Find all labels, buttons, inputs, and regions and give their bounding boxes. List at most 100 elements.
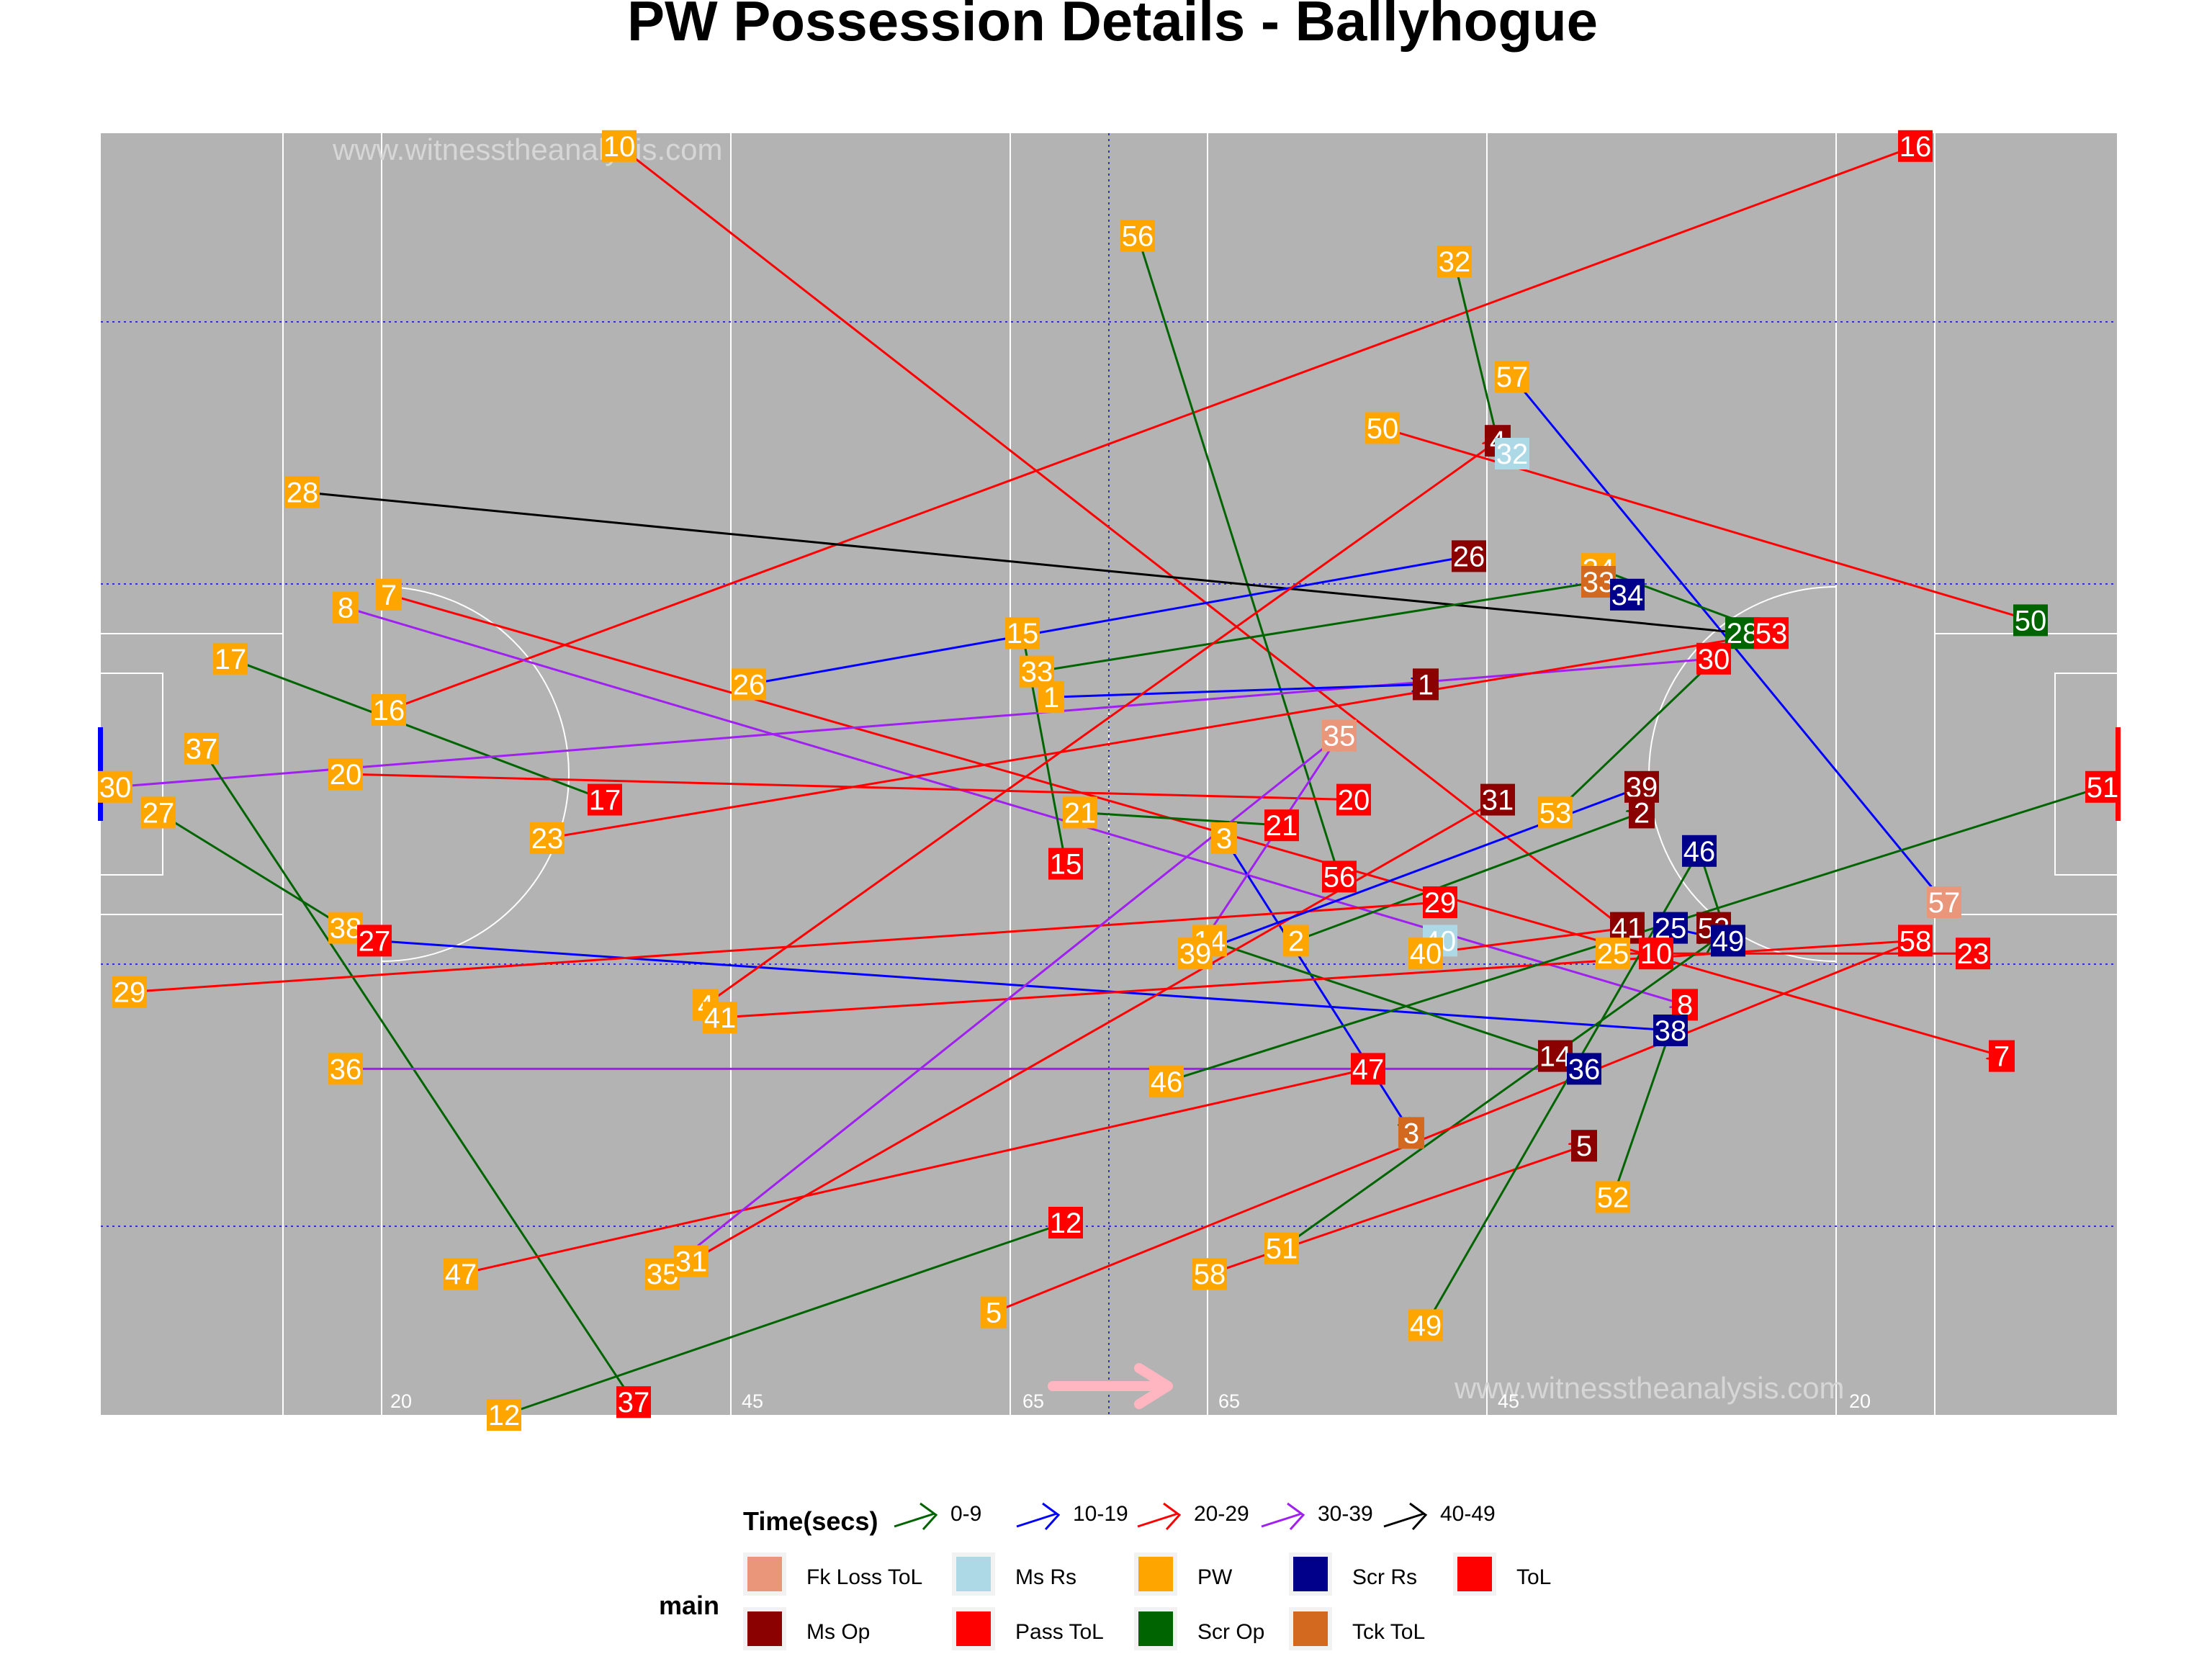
event-label: 51	[1264, 1232, 1299, 1265]
pass-arrow-8	[1036, 582, 1599, 673]
event-label-box	[1437, 246, 1472, 277]
legend-time-items: 0-9 10-19 20-29 30-39 40-49	[894, 1502, 1496, 1531]
event-label: 3	[1211, 822, 1237, 855]
legend-swatch	[1293, 1557, 1328, 1591]
event-label-text: 3	[1216, 823, 1232, 855]
legend-time-label: 30-39	[1318, 1502, 1373, 1526]
event-label-box	[2013, 604, 2048, 637]
event-label-text: 39	[1179, 938, 1212, 970]
legend-arrow-icon	[1383, 1512, 1425, 1528]
event-label-text: 12	[488, 1400, 521, 1431]
event-label-text: 17	[589, 785, 621, 817]
event-label: 56	[1322, 860, 1357, 893]
event-label-text: 8	[1677, 989, 1693, 1021]
event-label: 36	[328, 1053, 363, 1085]
pass-arrow-22	[1209, 939, 1555, 1056]
event-label-box	[1264, 1232, 1299, 1264]
event-label-box	[372, 694, 406, 726]
event-label-text: 21	[1266, 810, 1298, 842]
event-label: 26	[732, 668, 766, 701]
event-label: 21	[1063, 796, 1097, 829]
legend-swatch	[1138, 1611, 1173, 1646]
event-label: 58	[1898, 925, 1933, 957]
event-label-text: 58	[1899, 925, 1932, 957]
event-label-box	[328, 1053, 363, 1085]
event-label: 7	[376, 578, 402, 611]
pass-arrow-33	[691, 800, 1498, 1262]
event-label: 36	[1567, 1053, 1601, 1085]
event-label-box	[2085, 770, 2120, 803]
event-label: 57	[1495, 361, 1529, 393]
pass-arrow-21	[374, 939, 1671, 1030]
event-label-text: 37	[186, 733, 218, 765]
legend-main-items: Fk Loss ToL Ms Op Ms Rs Pass ToL PW Scr Op Scr…	[743, 1552, 1551, 1650]
event-label: 1	[1413, 668, 1439, 701]
event-label-text: 53	[1539, 797, 1572, 829]
event-label-box	[285, 476, 320, 508]
event-label-text: 57	[1928, 887, 1961, 919]
event-label-text: 30	[1698, 644, 1730, 675]
legend-arrowhead-icon	[1409, 1502, 1428, 1531]
event-label-text: 36	[330, 1053, 362, 1085]
pass-arrow-0	[619, 145, 1656, 953]
event-label: 20	[1336, 783, 1371, 817]
legend-main-item: Scr Rs	[1289, 1552, 1417, 1596]
event-label-box	[1192, 1258, 1227, 1290]
event-label-box	[1538, 796, 1573, 829]
event-label: 2	[1629, 796, 1655, 829]
event-label-box	[602, 130, 637, 162]
event-label-text: 38	[330, 913, 362, 945]
pass-arrow-5	[1382, 426, 2031, 620]
pass-arrow-38	[503, 1223, 1066, 1416]
event-label: 16	[1898, 130, 1933, 163]
event-label-box	[184, 732, 219, 765]
pass-arrow-3	[1453, 261, 1498, 441]
chart-title: PW Possession Details - Ballyhogue	[627, 0, 1598, 53]
event-label-text: 31	[675, 1246, 708, 1277]
event-label-box	[1653, 1015, 1688, 1046]
event-label-box	[1408, 1309, 1443, 1341]
event-label: 2	[1283, 925, 1309, 957]
event-label: 51	[2085, 770, 2120, 804]
pass-arrow-24	[1295, 812, 1642, 942]
event-label-text: 3	[1403, 1118, 1419, 1149]
event-label-box	[1063, 796, 1097, 829]
event-label: 10	[602, 130, 637, 163]
event-label: 26	[1452, 540, 1486, 572]
event-label-box	[112, 976, 147, 1008]
event-label-box	[1610, 578, 1645, 611]
event-label: 17	[213, 642, 248, 675]
event-label-text: 1	[1418, 669, 1434, 701]
legend-arrowhead-icon	[1163, 1502, 1182, 1531]
legend-main-title: main	[659, 1591, 719, 1620]
event-label-text: 16	[373, 695, 405, 727]
pitch-label-65-right: 65	[1218, 1390, 1240, 1412]
pitch-label-20-left: 20	[390, 1390, 412, 1412]
event-label-text: 56	[1323, 861, 1356, 893]
event-label-text: 41	[704, 1002, 737, 1034]
legend-swatch	[747, 1611, 782, 1646]
event-label: 28	[285, 476, 320, 508]
legend-time-label: 20-29	[1194, 1502, 1249, 1526]
event-label: 32	[1495, 438, 1529, 470]
event-label: 47	[1351, 1053, 1385, 1085]
event-label-text: 25	[1597, 938, 1629, 970]
event-label-text: 21	[1064, 797, 1097, 829]
pass-arrow-7	[748, 556, 1469, 685]
event-label-text: 40	[1410, 938, 1442, 970]
event-label: 27	[357, 925, 392, 957]
event-label: 3	[1398, 1117, 1424, 1149]
legend-main-item: Scr Op	[1134, 1607, 1264, 1650]
legend-main-label: Fk Loss ToL	[806, 1565, 922, 1589]
event-label-box	[1596, 1181, 1630, 1213]
event-label-text: 17	[215, 644, 247, 675]
event-label-box	[98, 770, 132, 803]
legend-time-title: Time(secs)	[743, 1506, 878, 1536]
event-label: 15	[1005, 617, 1040, 649]
pass-arrow-36	[993, 940, 1915, 1313]
event-label-box	[703, 1002, 737, 1034]
event-label: 49	[1711, 925, 1745, 957]
event-label: 12	[487, 1399, 521, 1431]
event-label-text: 58	[1194, 1259, 1226, 1290]
event-label-box	[328, 758, 363, 790]
